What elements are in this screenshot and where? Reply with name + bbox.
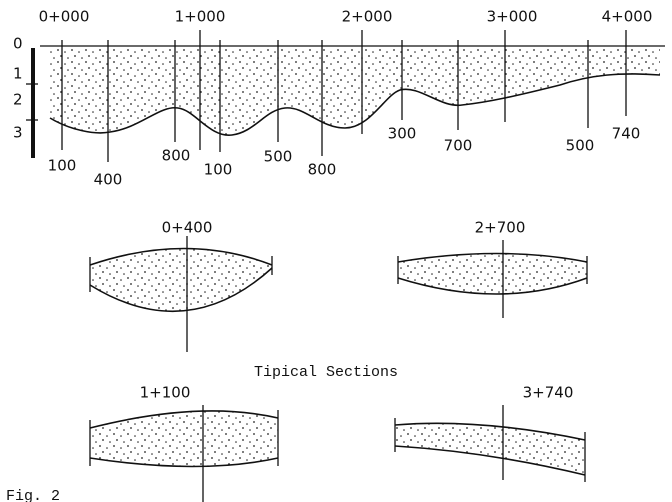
chainage-label: 3+000 bbox=[487, 8, 538, 26]
station-label: 740 bbox=[612, 125, 641, 143]
section: 2+700 bbox=[397, 219, 588, 318]
depth-scale bbox=[26, 48, 38, 158]
profile: 0 1 2 3 0+000 1+000 2+000 3+000 4+000 10… bbox=[13, 8, 665, 189]
station-lines bbox=[61, 30, 627, 162]
station-label: 100 bbox=[48, 157, 77, 175]
station-label: 800 bbox=[162, 147, 191, 165]
layer-bottom bbox=[49, 73, 661, 136]
section: 1+100 bbox=[89, 384, 279, 502]
station-label: 500 bbox=[264, 148, 293, 166]
chainage-label: 2+000 bbox=[342, 8, 393, 26]
station-label: 100 bbox=[204, 161, 233, 179]
section-label: 2+700 bbox=[475, 219, 526, 237]
station-label: 300 bbox=[388, 125, 417, 143]
section-label: 1+100 bbox=[140, 384, 191, 402]
soil-layer bbox=[50, 47, 660, 136]
chainage-label: 1+000 bbox=[175, 8, 226, 26]
figure-caption: Fig. 2 bbox=[6, 488, 60, 502]
station-label: 500 bbox=[566, 137, 595, 155]
section-label: 3+740 bbox=[523, 384, 574, 402]
depth-label: 2 bbox=[13, 91, 23, 109]
section-label: 0+400 bbox=[162, 219, 213, 237]
station-label: 400 bbox=[94, 171, 123, 189]
section: 3+740 bbox=[394, 384, 586, 482]
station-label: 700 bbox=[444, 137, 473, 155]
sections-title: Tipical Sections bbox=[254, 364, 398, 381]
chainage-label: 0+000 bbox=[39, 8, 90, 26]
depth-label: 3 bbox=[13, 124, 23, 142]
chainage-label: 4+000 bbox=[602, 8, 653, 26]
station-label: 800 bbox=[308, 161, 337, 179]
depth-label: 0 bbox=[13, 35, 23, 53]
section: 0+400 bbox=[89, 219, 273, 352]
depth-label: 1 bbox=[13, 65, 23, 83]
